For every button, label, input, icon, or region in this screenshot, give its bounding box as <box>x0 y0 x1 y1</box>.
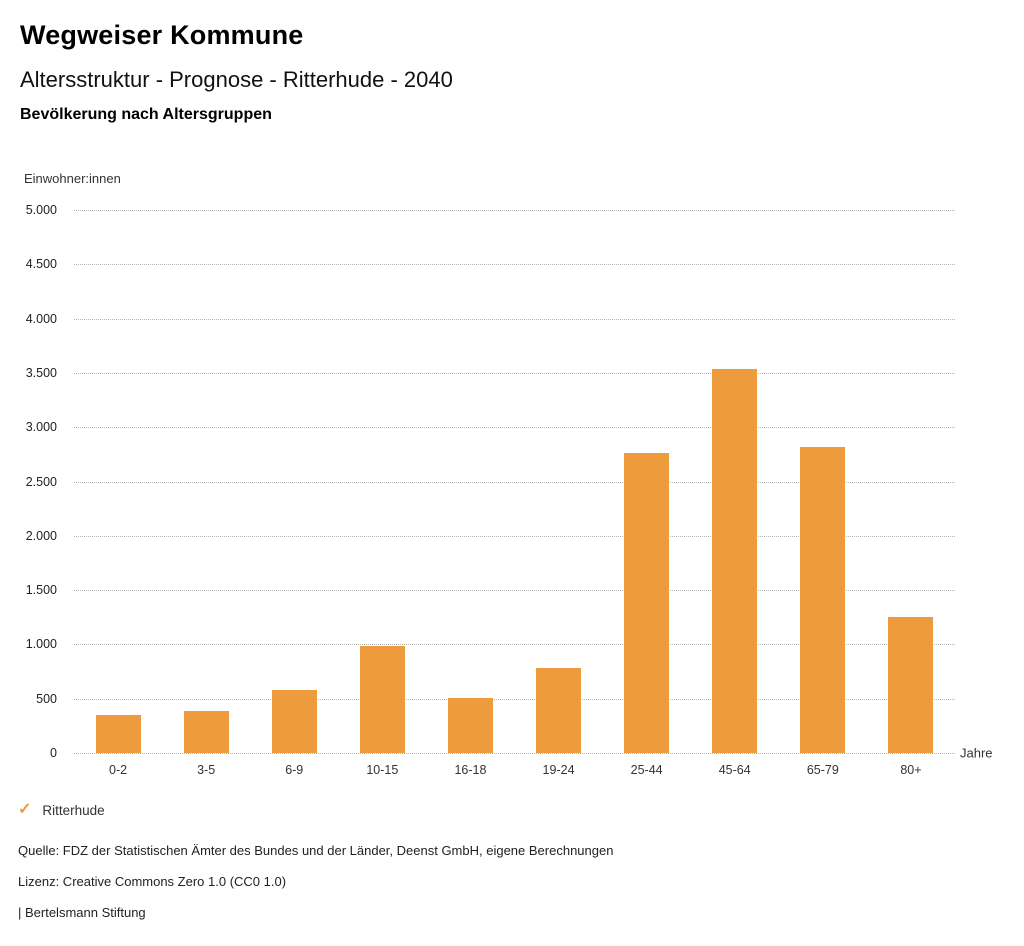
x-tick-label-0-2: 0-2 <box>109 763 128 777</box>
gridline-1.500 <box>74 590 955 592</box>
y-tick-label-3.500: 3.500 <box>25 365 57 380</box>
gridline-500 <box>74 698 955 700</box>
check-icon: ✓ <box>18 801 32 818</box>
y-axis: 0 500 1.000 1.500 2.000 2.500 3.000 3.500 4.000 4… <box>0 203 57 760</box>
y-tick-label-2.000: 2.000 <box>25 528 57 543</box>
gridline-1.000 <box>74 644 955 646</box>
legend-item-ritterhude[interactable]: ✓ Ritterhude <box>18 802 105 818</box>
y-tick-label-5.000: 5.000 <box>25 203 57 217</box>
x-tick-label-10-15: 10-15 <box>366 763 399 777</box>
publisher-note: | Bertelsmann Stiftung <box>18 905 146 920</box>
bar-3-5[interactable] <box>183 710 229 753</box>
y-axis-title: Einwohner:innen <box>24 171 121 186</box>
y-tick-label-4.000: 4.000 <box>25 311 57 326</box>
y-tick-label-500: 500 <box>36 691 57 706</box>
bar-19-24[interactable] <box>536 668 582 753</box>
gridline-4.000 <box>74 318 955 320</box>
chart-subtitle: Altersstruktur - Prognose - Ritterhude -… <box>20 67 453 92</box>
y-tick-label-1.000: 1.000 <box>25 637 57 652</box>
x-tick-label-6-9: 6-9 <box>285 763 304 777</box>
bar-6-9[interactable] <box>271 690 317 753</box>
bar-65-79[interactable] <box>800 446 846 753</box>
x-tick-label-19-24: 19-24 <box>542 763 575 777</box>
y-tick-label-4.500: 4.500 <box>25 257 57 272</box>
x-tick-label-25-44: 25-44 <box>630 763 663 777</box>
bar-0-2[interactable] <box>95 715 141 753</box>
gridline-0 <box>74 753 955 754</box>
y-tick-label-2.500: 2.500 <box>25 474 57 489</box>
gridline-5.000 <box>74 210 955 211</box>
gridline-2.000 <box>74 535 955 537</box>
bar-80+[interactable] <box>888 617 934 753</box>
x-tick-label-3-5: 3-5 <box>197 763 216 777</box>
bar-25-44[interactable] <box>624 453 670 753</box>
legend-label: Ritterhude <box>42 802 105 818</box>
source-note: Quelle: FDZ der Statistischen Ämter des … <box>18 843 614 858</box>
x-tick-label-45-64: 45-64 <box>718 763 751 777</box>
x-tick-label-65-79: 65-79 <box>806 763 839 777</box>
y-tick-label-1.500: 1.500 <box>25 583 57 598</box>
y-tick-label-0: 0 <box>50 746 57 760</box>
page-title: Wegweiser Kommune <box>20 20 304 50</box>
license-note: Lizenz: Creative Commons Zero 1.0 (CC0 1… <box>18 874 287 889</box>
gridline-3.000 <box>74 427 955 429</box>
bar-16-18[interactable] <box>447 697 493 753</box>
chart-heading: Bevölkerung nach Altersgruppen <box>20 106 272 123</box>
x-tick-label-16-18: 16-18 <box>454 763 487 777</box>
y-tick-label-3.000: 3.000 <box>25 420 57 435</box>
gridline-2.500 <box>74 481 955 483</box>
gridline-3.500 <box>74 372 955 374</box>
bar-45-64[interactable] <box>712 368 758 753</box>
x-axis-title: Jahre <box>960 745 993 761</box>
plot-area <box>74 210 955 754</box>
x-tick-label-80+: 80+ <box>900 763 922 777</box>
bar-chart: 0 500 1.000 1.500 2.000 2.500 3.000 3.500 4.000 4… <box>0 203 1024 810</box>
bar-10-15[interactable] <box>359 646 405 753</box>
gridline-4.500 <box>74 264 955 266</box>
